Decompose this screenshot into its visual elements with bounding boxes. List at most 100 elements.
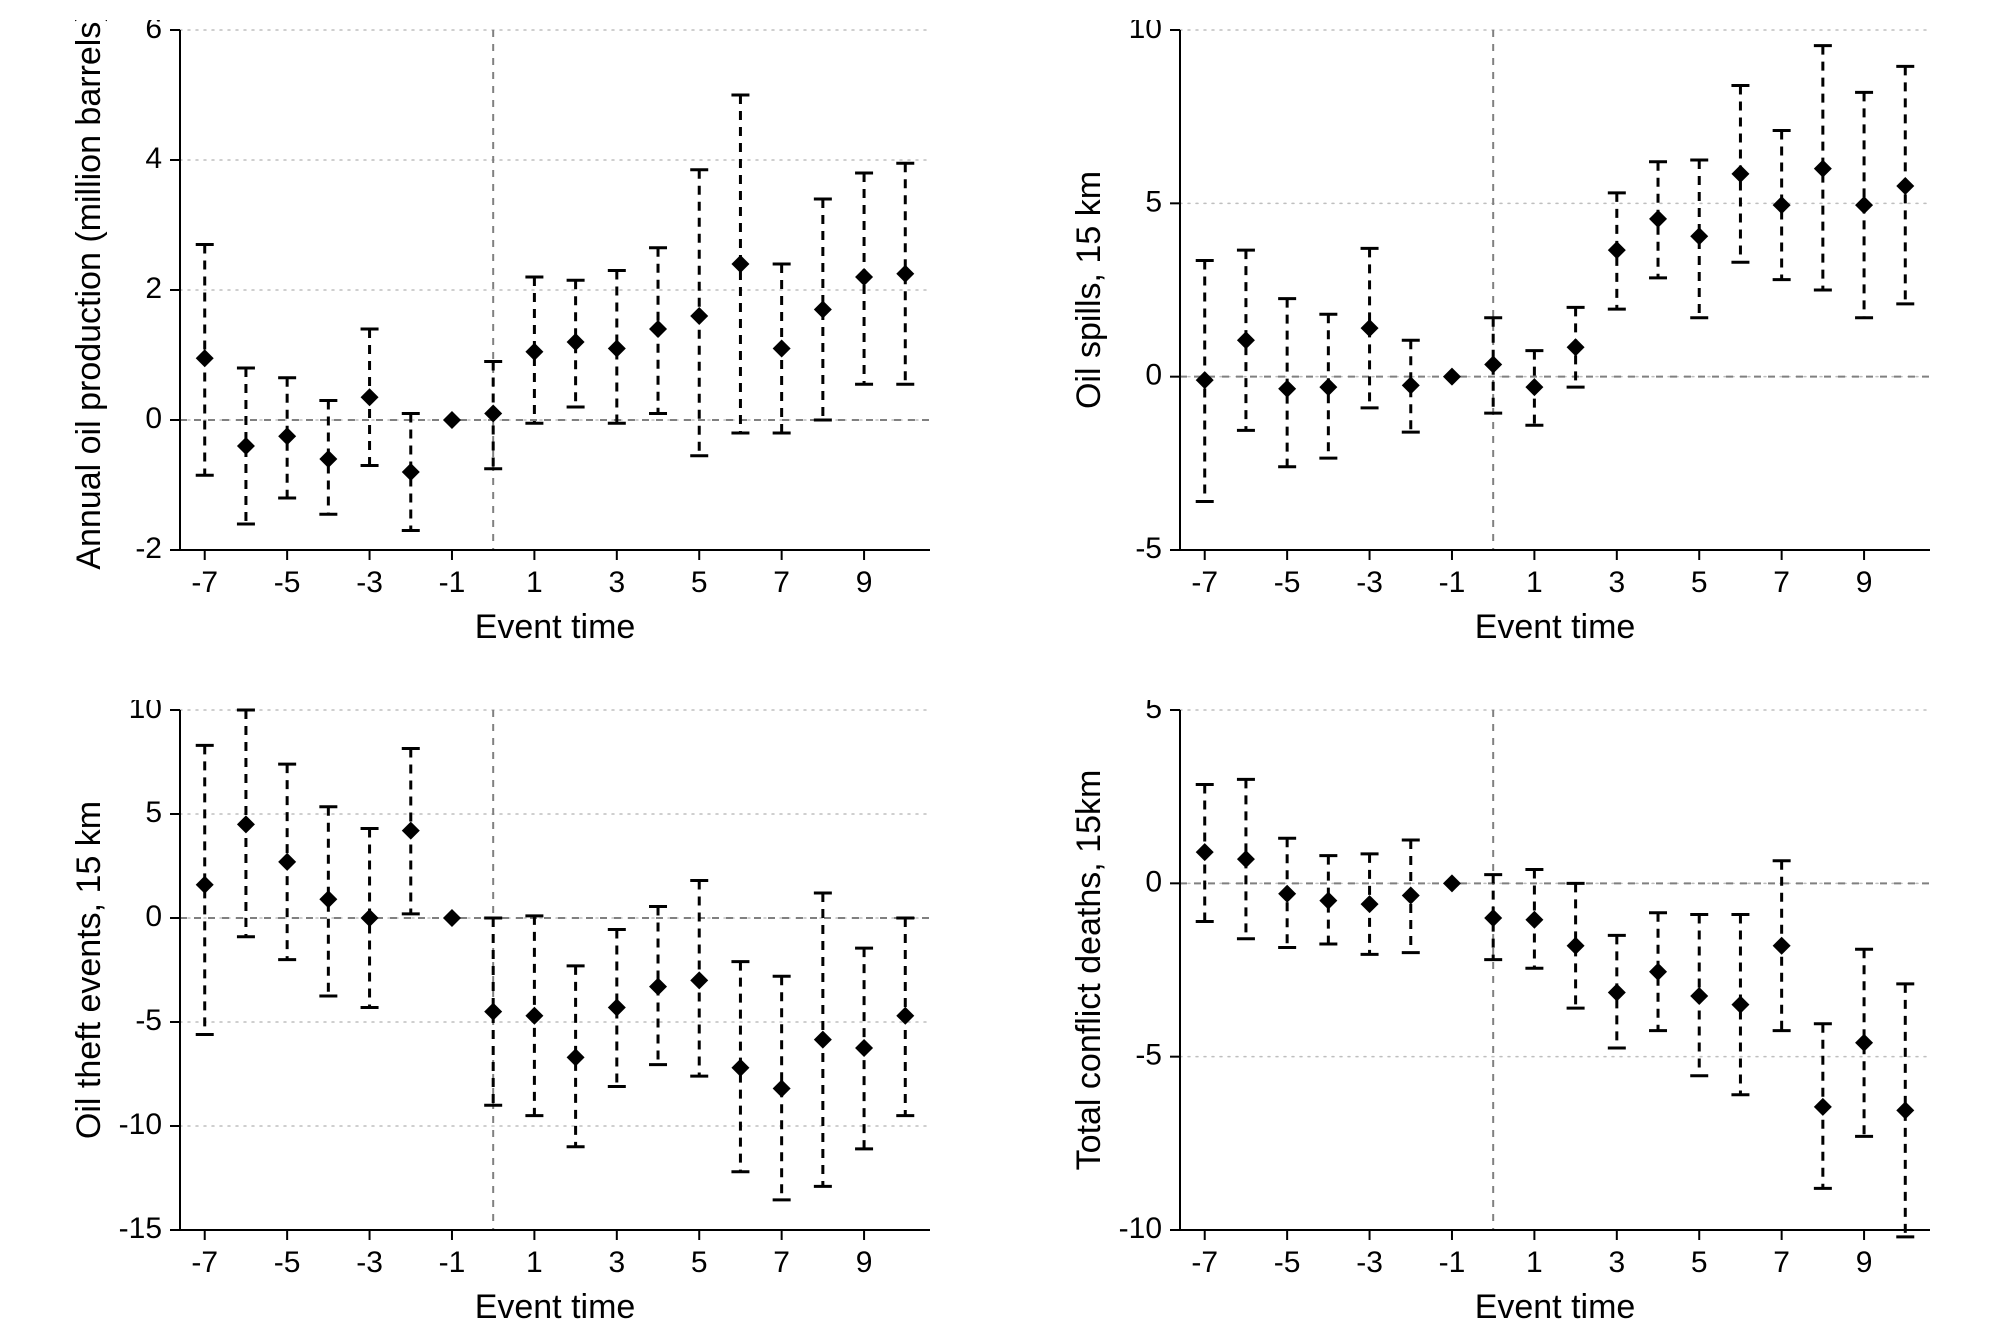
point-marker xyxy=(814,301,832,319)
point-marker xyxy=(1731,165,1749,183)
x-tick-label: 5 xyxy=(1691,566,1708,599)
y-tick-label: 10 xyxy=(129,700,162,725)
chart-svg: -20246-7-5-3-113579Event timeAnnual oil … xyxy=(70,20,950,640)
x-tick-label: 9 xyxy=(1856,566,1873,599)
x-tick-label: 1 xyxy=(1526,566,1543,599)
point-marker xyxy=(896,265,914,283)
x-tick-label: 7 xyxy=(1773,566,1790,599)
point-marker xyxy=(773,340,791,358)
point-marker xyxy=(1525,378,1543,396)
point-marker xyxy=(1196,371,1214,389)
point-marker xyxy=(1237,850,1255,868)
point-marker xyxy=(1773,196,1791,214)
x-tick-label: -7 xyxy=(1191,1246,1218,1279)
x-tick-label: 7 xyxy=(773,1246,790,1279)
point-marker xyxy=(1814,1098,1832,1116)
point-marker xyxy=(1361,319,1379,337)
point-marker xyxy=(1773,937,1791,955)
point-marker xyxy=(361,388,379,406)
point-marker xyxy=(731,1059,749,1077)
point-marker xyxy=(567,333,585,351)
point-marker xyxy=(319,890,337,908)
y-tick-label: 2 xyxy=(145,272,162,305)
y-tick-label: -2 xyxy=(135,532,162,565)
x-axis-label: Event time xyxy=(475,608,636,640)
point-marker xyxy=(1855,1034,1873,1052)
point-marker xyxy=(567,1048,585,1066)
point-marker xyxy=(196,876,214,894)
point-marker xyxy=(608,998,626,1016)
point-marker xyxy=(237,815,255,833)
point-marker xyxy=(196,349,214,367)
x-tick-label: 7 xyxy=(1773,1246,1790,1279)
x-tick-label: -7 xyxy=(1191,566,1218,599)
x-tick-label: -1 xyxy=(439,566,466,599)
y-axis-label: Oil theft events, 15 km xyxy=(70,801,108,1139)
point-marker xyxy=(1278,885,1296,903)
point-marker xyxy=(484,1003,502,1021)
point-marker xyxy=(1484,356,1502,374)
y-tick-label: 5 xyxy=(1145,185,1162,218)
x-tick-label: 3 xyxy=(608,566,625,599)
point-marker xyxy=(1484,909,1502,927)
x-tick-label: 1 xyxy=(526,1246,543,1279)
point-marker xyxy=(1814,160,1832,178)
x-tick-label: 9 xyxy=(1856,1246,1873,1279)
point-marker xyxy=(1443,874,1461,892)
point-marker xyxy=(1361,895,1379,913)
point-marker xyxy=(855,1039,873,1057)
point-marker xyxy=(1319,892,1337,910)
x-tick-label: -3 xyxy=(356,1246,383,1279)
panel-oil-theft: -15-10-50510-7-5-3-113579Event timeOil t… xyxy=(70,700,950,1320)
x-tick-label: -3 xyxy=(1356,1246,1383,1279)
panel-oil-spills: -50510-7-5-3-113579Event timeOil spills,… xyxy=(1070,20,1950,640)
point-marker xyxy=(1237,331,1255,349)
point-marker xyxy=(1855,196,1873,214)
point-marker xyxy=(1690,227,1708,245)
point-marker xyxy=(1690,987,1708,1005)
point-marker xyxy=(1731,996,1749,1014)
point-marker xyxy=(443,909,461,927)
y-tick-label: -10 xyxy=(1119,1212,1162,1245)
y-tick-label: 6 xyxy=(145,20,162,45)
y-tick-label: 0 xyxy=(145,900,162,933)
y-axis-label: Oil spills, 15 km xyxy=(1070,171,1108,409)
y-tick-label: 5 xyxy=(145,796,162,829)
x-tick-label: 5 xyxy=(691,566,708,599)
x-tick-label: 9 xyxy=(856,1246,873,1279)
point-marker xyxy=(319,450,337,468)
point-marker xyxy=(1402,886,1420,904)
x-tick-label: -7 xyxy=(191,1246,218,1279)
x-tick-label: 9 xyxy=(856,566,873,599)
point-marker xyxy=(1402,376,1420,394)
x-tick-label: -5 xyxy=(274,1246,301,1279)
point-marker xyxy=(278,853,296,871)
point-marker xyxy=(690,971,708,989)
x-tick-label: -5 xyxy=(1274,1246,1301,1279)
x-tick-label: 5 xyxy=(1691,1246,1708,1279)
y-tick-label: 0 xyxy=(1145,865,1162,898)
x-tick-label: 7 xyxy=(773,566,790,599)
y-tick-label: 0 xyxy=(1145,359,1162,392)
y-tick-label: -5 xyxy=(135,1004,162,1037)
point-marker xyxy=(1608,984,1626,1002)
x-tick-label: -5 xyxy=(274,566,301,599)
x-axis-label: Event time xyxy=(475,1288,636,1320)
x-tick-label: 3 xyxy=(1608,566,1625,599)
point-marker xyxy=(1567,937,1585,955)
y-tick-label: -5 xyxy=(1135,1039,1162,1072)
point-marker xyxy=(1649,963,1667,981)
y-axis-label: Annual oil production (million barrels) xyxy=(70,20,108,570)
event-study-figure: -20246-7-5-3-113579Event timeAnnual oil … xyxy=(0,0,2000,1334)
y-tick-label: -10 xyxy=(119,1108,162,1141)
y-tick-label: 0 xyxy=(145,402,162,435)
panel-oil-production: -20246-7-5-3-113579Event timeAnnual oil … xyxy=(70,20,950,640)
point-marker xyxy=(237,437,255,455)
x-tick-label: -1 xyxy=(1439,566,1466,599)
x-tick-label: 3 xyxy=(1608,1246,1625,1279)
y-tick-label: -15 xyxy=(119,1212,162,1245)
point-marker xyxy=(649,320,667,338)
point-marker xyxy=(855,268,873,286)
x-tick-label: -3 xyxy=(356,566,383,599)
x-tick-label: -1 xyxy=(439,1246,466,1279)
